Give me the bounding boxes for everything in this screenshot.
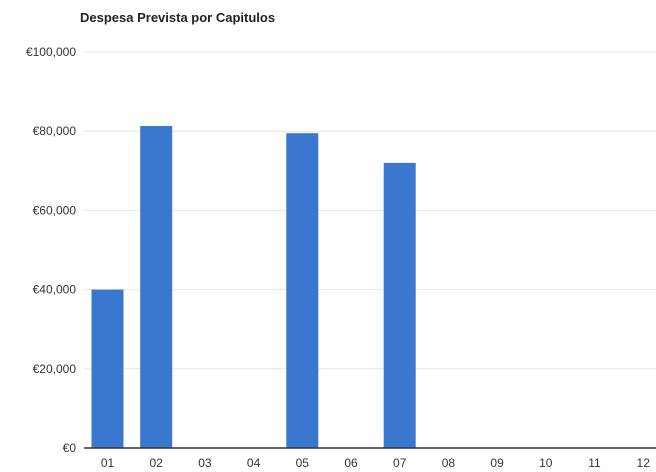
x-tick-label: 11 <box>588 456 601 470</box>
x-tick-label: 04 <box>247 456 261 470</box>
bar-07 <box>383 162 416 448</box>
y-tick-label: €60,000 <box>33 203 77 217</box>
x-tick-label: 05 <box>296 456 310 470</box>
x-tick-label: 12 <box>637 456 651 470</box>
x-tick-label: 06 <box>344 456 358 470</box>
bars <box>91 126 416 448</box>
x-tick-label: 10 <box>539 456 553 470</box>
y-tick-label: €80,000 <box>33 124 77 138</box>
y-tick-label: €0 <box>63 441 77 455</box>
y-tick-label: €20,000 <box>33 362 77 376</box>
bar-01 <box>91 289 124 448</box>
x-tick-label: 07 <box>393 456 407 470</box>
chart-title: Despesa Prevista por Capitulos <box>80 10 276 25</box>
bar-05 <box>286 133 319 448</box>
x-tick-label: 03 <box>198 456 212 470</box>
y-axis-ticks: €0 €20,000 €40,000 €60,000 €80,000 €100,000 <box>26 45 76 455</box>
x-tick-label: 02 <box>150 456 164 470</box>
y-tick-label: €40,000 <box>33 283 77 297</box>
bar-02 <box>140 126 173 448</box>
x-axis-ticks: 01 02 03 04 05 06 07 08 09 10 11 12 <box>101 456 650 470</box>
y-tick-label: €100,000 <box>26 45 76 59</box>
x-tick-label: 01 <box>101 456 115 470</box>
gridlines <box>84 51 656 370</box>
x-tick-label: 08 <box>442 456 456 470</box>
x-tick-label: 09 <box>490 456 504 470</box>
